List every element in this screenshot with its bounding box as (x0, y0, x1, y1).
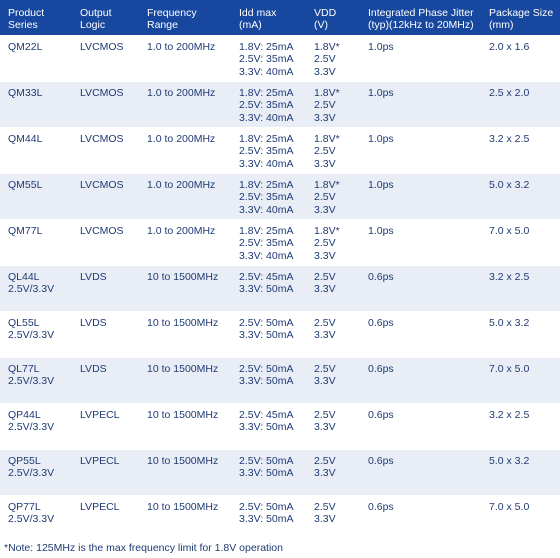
cell-package: 5.0 x 3.2 (489, 317, 530, 329)
cell-jitter: 1.0ps (368, 41, 394, 53)
cell-vdd: 1.8V* 2.5V 3.3V (314, 225, 340, 262)
cell-range: 10 to 1500MHz (147, 409, 219, 421)
cell-idd: 1.8V: 25mA 2.5V: 35mA 3.3V: 40mA (239, 41, 294, 78)
cell-logic: LVPECL (80, 455, 120, 467)
cell-jitter: 0.6ps (368, 363, 394, 375)
cell-series: QM44L (8, 133, 43, 145)
cell-package: 3.2 x 2.5 (489, 133, 530, 145)
cell-logic: LVCMOS (80, 133, 124, 145)
cell-logic: LVPECL (80, 409, 120, 421)
cell-logic: LVDS (80, 271, 107, 283)
cell-vdd: 1.8V* 2.5V 3.3V (314, 41, 340, 78)
cell-package: 5.0 x 3.2 (489, 179, 530, 191)
cell-idd: 1.8V: 25mA 2.5V: 35mA 3.3V: 40mA (239, 225, 294, 262)
cell-logic: LVPECL (80, 501, 120, 513)
cell-logic: LVCMOS (80, 87, 124, 99)
cell-jitter: 1.0ps (368, 87, 394, 99)
cell-package: 3.2 x 2.5 (489, 409, 530, 421)
cell-series: QL77L 2.5V/3.3V (8, 363, 55, 388)
cell-jitter: 0.6ps (368, 501, 394, 513)
cell-vdd: 2.5V 3.3V (314, 317, 336, 342)
cell-series: QP44L 2.5V/3.3V (8, 409, 55, 434)
table-row: QL55L 2.5V/3.3V LVDS 10 to 1500MHz 2.5V:… (0, 311, 560, 357)
table-row: QM55L LVCMOS 1.0 to 200MHz 1.8V: 25mA 2.… (0, 173, 560, 219)
cell-idd: 2.5V: 50mA 3.3V: 50mA (239, 501, 294, 526)
cell-range: 10 to 1500MHz (147, 455, 219, 467)
header-package-size: Package Size (mm) (489, 7, 554, 31)
table-row: QP44L 2.5V/3.3V LVPECL 10 to 1500MHz 2.5… (0, 403, 560, 449)
header-frequency-range: Frequency Range (147, 7, 197, 31)
cell-range: 1.0 to 200MHz (147, 179, 216, 191)
cell-vdd: 2.5V 3.3V (314, 363, 336, 388)
header-idd-max: Idd max (mA) (239, 7, 277, 31)
cell-range: 10 to 1500MHz (147, 317, 219, 329)
table-header: Product Series Output Logic Frequency Ra… (0, 0, 560, 35)
cell-idd: 2.5V: 50mA 3.3V: 50mA (239, 455, 294, 480)
cell-jitter: 1.0ps (368, 133, 394, 145)
header-vdd: VDD (V) (314, 7, 337, 31)
table-row: QM77L LVCMOS 1.0 to 200MHz 1.8V: 25mA 2.… (0, 219, 560, 265)
cell-package: 7.0 x 5.0 (489, 225, 530, 237)
footnote: *Note: 125MHz is the max frequency limit… (4, 542, 283, 554)
cell-range: 1.0 to 200MHz (147, 225, 216, 237)
cell-idd: 1.8V: 25mA 2.5V: 35mA 3.3V: 40mA (239, 87, 294, 124)
cell-vdd: 1.8V* 2.5V 3.3V (314, 133, 340, 170)
cell-vdd: 2.5V 3.3V (314, 455, 336, 480)
header-product-series: Product Series (8, 7, 45, 31)
cell-idd: 2.5V: 45mA 3.3V: 50mA (239, 271, 294, 296)
cell-logic: LVDS (80, 317, 107, 329)
cell-logic: LVDS (80, 363, 107, 375)
cell-range: 10 to 1500MHz (147, 501, 219, 513)
cell-jitter: 0.6ps (368, 455, 394, 467)
table-row: QM44L LVCMOS 1.0 to 200MHz 1.8V: 25mA 2.… (0, 127, 560, 173)
table-row: QM33L LVCMOS 1.0 to 200MHz 1.8V: 25mA 2.… (0, 81, 560, 127)
cell-package: 2.5 x 2.0 (489, 87, 530, 99)
cell-range: 1.0 to 200MHz (147, 41, 216, 53)
cell-jitter: 1.0ps (368, 179, 394, 191)
cell-series: QL55L 2.5V/3.3V (8, 317, 55, 342)
cell-package: 7.0 x 5.0 (489, 363, 530, 375)
table-row: QP55L 2.5V/3.3V LVPECL 10 to 1500MHz 2.5… (0, 449, 560, 495)
cell-package: 5.0 x 3.2 (489, 455, 530, 467)
cell-idd: 2.5V: 50mA 3.3V: 50mA (239, 317, 294, 342)
cell-series: QP55L 2.5V/3.3V (8, 455, 55, 480)
table-row: QL77L 2.5V/3.3V LVDS 10 to 1500MHz 2.5V:… (0, 357, 560, 403)
cell-idd: 2.5V: 50mA 3.3V: 50mA (239, 363, 294, 388)
header-phase-jitter: Integrated Phase Jitter (typ)(12kHz to 2… (368, 7, 474, 31)
cell-series: QP77L 2.5V/3.3V (8, 501, 55, 526)
cell-jitter: 0.6ps (368, 409, 394, 421)
cell-logic: LVCMOS (80, 41, 124, 53)
table-row: QM22L LVCMOS 1.0 to 200MHz 1.8V: 25mA 2.… (0, 35, 560, 81)
cell-jitter: 1.0ps (368, 225, 394, 237)
cell-package: 2.0 x 1.6 (489, 41, 530, 53)
header-output-logic: Output Logic (80, 7, 112, 31)
cell-range: 10 to 1500MHz (147, 271, 219, 283)
cell-logic: LVCMOS (80, 225, 124, 237)
table-row: QL44L 2.5V/3.3V LVDS 10 to 1500MHz 2.5V:… (0, 265, 560, 311)
cell-logic: LVCMOS (80, 179, 124, 191)
cell-vdd: 2.5V 3.3V (314, 271, 336, 296)
cell-range: 1.0 to 200MHz (147, 87, 216, 99)
cell-series: QM55L (8, 179, 43, 191)
cell-jitter: 0.6ps (368, 271, 394, 283)
cell-jitter: 0.6ps (368, 317, 394, 329)
cell-series: QM22L (8, 41, 43, 53)
cell-vdd: 2.5V 3.3V (314, 501, 336, 526)
cell-vdd: 1.8V* 2.5V 3.3V (314, 179, 340, 216)
table-row: QP77L 2.5V/3.3V LVPECL 10 to 1500MHz 2.5… (0, 495, 560, 541)
cell-package: 7.0 x 5.0 (489, 501, 530, 513)
cell-series: QL44L 2.5V/3.3V (8, 271, 55, 296)
cell-vdd: 2.5V 3.3V (314, 409, 336, 434)
cell-series: QM33L (8, 87, 43, 99)
cell-idd: 1.8V: 25mA 2.5V: 35mA 3.3V: 40mA (239, 133, 294, 170)
cell-range: 10 to 1500MHz (147, 363, 219, 375)
cell-range: 1.0 to 200MHz (147, 133, 216, 145)
cell-idd: 2.5V: 45mA 3.3V: 50mA (239, 409, 294, 434)
cell-vdd: 1.8V* 2.5V 3.3V (314, 87, 340, 124)
cell-series: QM77L (8, 225, 43, 237)
cell-idd: 1.8V: 25mA 2.5V: 35mA 3.3V: 40mA (239, 179, 294, 216)
cell-package: 3.2 x 2.5 (489, 271, 530, 283)
